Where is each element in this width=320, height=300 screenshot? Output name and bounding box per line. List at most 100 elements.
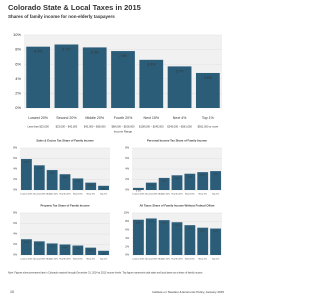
y-tick-label: 6% (15, 61, 21, 66)
value-label: 3.1% (187, 176, 192, 178)
value-label: 1.4% (149, 185, 154, 187)
x-tick-label: Top 1% (212, 194, 219, 196)
bar (133, 219, 144, 255)
x-tick-label: Middle 20% (158, 194, 169, 196)
y-tick-label: 6% (13, 221, 17, 225)
bar (21, 239, 32, 255)
bar (139, 59, 164, 108)
bar (145, 218, 157, 255)
bar (145, 182, 157, 190)
bar (26, 46, 51, 108)
bar (158, 220, 170, 255)
value-label: 6.6% (147, 63, 155, 67)
page-number: 10 (10, 290, 14, 294)
x-tick-label: Next 4% (87, 258, 95, 261)
value-label: 0.4% (136, 190, 141, 192)
x-tick-label: Middle 20% (158, 259, 169, 261)
y-tick-label: 4% (13, 167, 17, 171)
footer-source: Institute on Taxation & Economic Policy,… (152, 290, 224, 294)
income-range: $23,000 – $42,000 (56, 125, 78, 129)
y-tick-label: 6% (125, 227, 129, 231)
bar (33, 165, 45, 190)
y-tick-label: 0% (125, 188, 129, 192)
bar (33, 241, 45, 255)
y-tick-label: 8% (13, 146, 17, 150)
value-label: 0.8% (101, 188, 106, 190)
value-label: 5.9% (24, 162, 29, 164)
bar (72, 178, 84, 190)
bar (158, 177, 170, 190)
bar (46, 170, 58, 190)
x-tick-label: Lowest 20% (28, 116, 48, 120)
income-range: $561,000 or more (198, 125, 219, 129)
x-tick-label: Lowest 20% (20, 193, 32, 196)
x-tick-label: Lowest 20% (132, 258, 144, 261)
value-label: 7.8% (175, 225, 180, 227)
y-tick-label: 0% (125, 253, 129, 257)
y-tick-label: 2% (13, 242, 17, 246)
y-tick-label: 0% (13, 188, 17, 192)
x-tick-label: Middle 20% (46, 194, 57, 196)
bar (72, 245, 84, 255)
y-tick-label: 0% (15, 105, 21, 110)
value-label: 8.4% (136, 222, 141, 224)
chart-title: Personal Income Tax Share of Family Inco… (147, 139, 207, 143)
x-tick-label: Fourth 20% (59, 193, 70, 196)
x-tick-label: Top 1% (202, 116, 215, 120)
bar (111, 51, 135, 108)
x-tick-label: Fourth 20% (171, 258, 182, 261)
value-label: 3.0% (63, 177, 68, 179)
y-tick-label: 10% (13, 32, 21, 37)
value-label: 8.4% (34, 50, 42, 54)
y-tick-label: 6% (125, 156, 129, 160)
value-label: 5.7% (176, 69, 184, 73)
bar (171, 222, 183, 255)
x-tick-label: Second 20% (56, 116, 77, 120)
value-label: 8.3% (162, 223, 167, 225)
y-tick-label: 2% (125, 177, 129, 181)
value-label: 2.2% (75, 181, 80, 183)
note: Note: Figures show permanent law in Colo… (8, 272, 203, 275)
bar (210, 228, 221, 255)
x-tick-label: Next 15% (143, 116, 159, 120)
value-label: 2.3% (162, 181, 167, 183)
value-label: 4.8% (204, 76, 212, 80)
x-tick-label: Top 1% (100, 259, 107, 261)
y-tick-label: 4% (13, 232, 17, 236)
value-label: 8.7% (62, 47, 70, 51)
income-range: $245,000 – $561,000 (167, 125, 192, 129)
income-range-label: Income Range (114, 130, 133, 134)
y-tick-label: 8% (15, 47, 21, 52)
value-label: 1.4% (88, 250, 93, 252)
bar (21, 159, 32, 190)
bar (59, 174, 71, 190)
value-label: 2.0% (63, 247, 68, 249)
y-tick-label: 4% (125, 236, 129, 240)
value-label: 1.8% (75, 248, 80, 250)
bar (59, 244, 71, 255)
main-title: Colorado State & Local Taxes in 2015 (8, 3, 141, 12)
x-tick-label: Lowest 20% (20, 258, 32, 261)
y-tick-label: 6% (13, 156, 17, 160)
income-range: $42,000 – $68,000 (84, 125, 106, 129)
chart-title: Sales & Excise Tax Share of Family Incom… (36, 139, 94, 143)
x-tick-label: Top 1% (212, 259, 219, 261)
value-label: 0.8% (101, 253, 106, 255)
y-tick-label: 4% (125, 167, 129, 171)
x-tick-label: Next 4% (87, 193, 95, 196)
x-tick-label: Lowest 20% (132, 193, 144, 196)
value-label: 7.1% (187, 228, 192, 230)
bar (54, 44, 79, 108)
bar (98, 185, 109, 190)
x-tick-label: Second 20% (145, 194, 157, 196)
x-tick-label: Next 15% (73, 193, 83, 196)
x-tick-label: Next 15% (185, 258, 195, 261)
y-tick-label: 8% (125, 146, 129, 150)
income-range: Less than $23,000 (27, 125, 49, 129)
main-subtitle: Shares of family income for non-elderly … (8, 14, 115, 19)
value-label: 4.7% (37, 168, 42, 170)
x-tick-label: Fourth 20% (59, 258, 70, 261)
chart-title: All Taxes Share of Family Income Without… (140, 204, 215, 208)
bar (167, 66, 192, 108)
bar (210, 171, 221, 190)
